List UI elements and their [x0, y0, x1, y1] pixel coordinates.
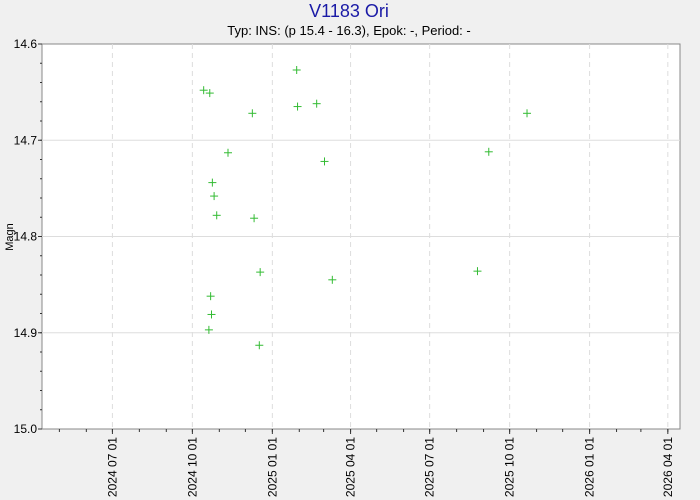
- x-tick-label: 2025 04 01: [344, 437, 358, 497]
- data-point: [248, 109, 257, 118]
- data-point: [204, 325, 213, 334]
- x-tick-label: 2025 07 01: [423, 437, 437, 497]
- data-point: [473, 267, 482, 276]
- data-point: [210, 192, 219, 201]
- x-tick-label: 2026 01 01: [583, 437, 597, 497]
- y-tick-label: 14.6: [14, 37, 38, 51]
- x-tick-label: 2025 01 01: [265, 437, 279, 497]
- data-point: [212, 211, 221, 220]
- data-point: [208, 178, 217, 187]
- data-point: [255, 341, 264, 350]
- y-tick-label: 14.7: [14, 133, 38, 147]
- data-point: [224, 148, 233, 157]
- y-tick-label: 15.0: [14, 422, 38, 436]
- data-point: [256, 268, 265, 277]
- x-tick-label: 2024 07 01: [105, 437, 119, 497]
- data-points: [199, 65, 532, 350]
- data-point: [312, 99, 321, 108]
- y-axis: 14.6 14.7 14.8 14.9 15.0: [14, 37, 42, 436]
- grid-lines: [42, 44, 680, 429]
- x-axis: 2024 07 01 2024 10 01 2025 01 01 2025 04 01…: [58, 429, 675, 497]
- data-point: [523, 109, 532, 118]
- data-point: [484, 147, 493, 156]
- x-tick-label: 2025 10 01: [503, 437, 517, 497]
- data-point: [293, 102, 302, 111]
- data-point: [250, 214, 259, 223]
- data-point: [292, 65, 301, 74]
- data-point: [205, 89, 214, 98]
- data-point: [206, 292, 215, 301]
- data-point: [328, 275, 337, 284]
- data-point: [207, 310, 216, 319]
- y-tick-label: 14.9: [14, 326, 38, 340]
- y-axis-label: Magn: [4, 223, 16, 251]
- x-tick-label: 2024 10 01: [185, 437, 199, 497]
- data-point: [199, 86, 208, 95]
- y-tick-label: 14.8: [14, 230, 38, 244]
- x-tick-label: 2026 04 01: [661, 437, 675, 497]
- chart-title: V1183 Ori: [309, 1, 389, 21]
- data-point: [320, 157, 329, 166]
- chart-subtitle: Typ: INS: (p 15.4 - 16.3), Epok: -, Peri…: [227, 23, 471, 38]
